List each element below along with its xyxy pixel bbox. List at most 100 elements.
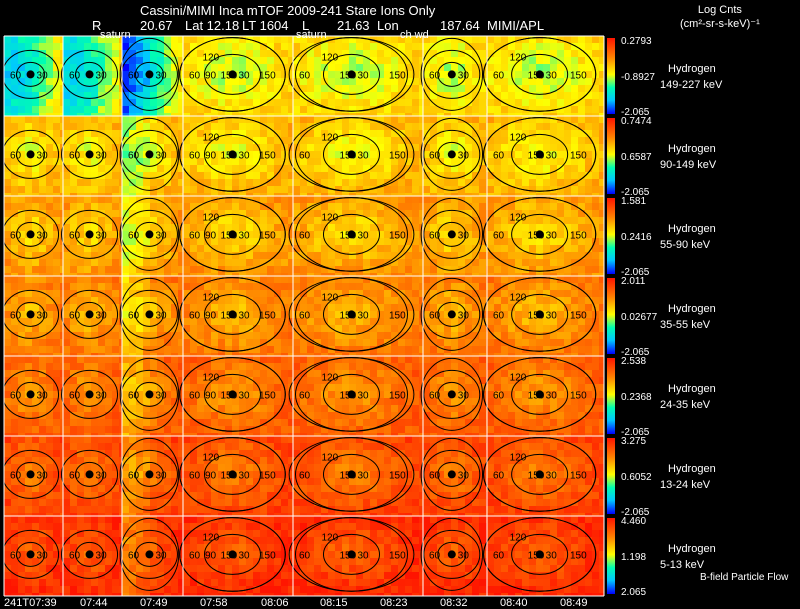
heatmap-cell xyxy=(53,99,60,106)
heatmap-cell xyxy=(157,231,164,238)
heatmap-cell xyxy=(112,405,119,412)
heatmap-cell xyxy=(451,85,458,92)
heatmap-cell xyxy=(119,339,122,346)
heatmap-cell xyxy=(46,266,53,273)
heatmap-cell xyxy=(136,57,143,64)
heatmap-cell xyxy=(465,116,472,123)
heatmap-cell xyxy=(232,377,239,384)
heatmap-cell xyxy=(60,332,63,339)
heatmap-cell xyxy=(46,165,53,172)
heatmap-cell xyxy=(377,412,384,419)
heatmap-cell xyxy=(585,179,592,186)
heatmap-cell xyxy=(150,71,157,78)
heatmap-cell xyxy=(472,172,479,179)
heatmap-cell xyxy=(300,297,307,304)
heatmap-cell xyxy=(211,297,218,304)
heatmap-cell xyxy=(150,266,157,273)
heatmap-cell xyxy=(39,130,46,137)
heatmap-cell xyxy=(143,238,150,245)
heatmap-cell xyxy=(423,245,430,252)
heatmap-cell xyxy=(183,43,190,50)
heatmap-cell xyxy=(157,412,164,419)
heatmap-cell xyxy=(171,113,178,116)
heatmap-cell xyxy=(377,137,384,144)
heatmap-cell xyxy=(98,363,105,370)
heatmap-cell xyxy=(129,43,136,50)
heatmap-cell xyxy=(32,92,39,99)
heatmap-cell xyxy=(550,217,557,224)
heatmap-cell xyxy=(171,78,178,85)
heatmap-cell xyxy=(63,252,70,259)
heatmap-cell xyxy=(501,332,508,339)
heatmap-cell xyxy=(501,203,508,210)
heatmap-cell xyxy=(384,412,391,419)
heatmap-cell xyxy=(543,144,550,151)
heatmap-cell xyxy=(391,196,398,203)
heatmap-cell xyxy=(419,297,423,304)
heatmap-cell xyxy=(119,179,122,186)
heatmap-cell xyxy=(119,116,122,123)
heatmap-cell xyxy=(171,92,178,99)
heatmap-cell xyxy=(32,377,39,384)
heatmap-cell xyxy=(349,158,356,165)
heatmap-cell xyxy=(246,64,253,71)
heatmap-cell xyxy=(472,283,479,290)
heatmap-cell xyxy=(136,64,143,71)
heatmap-cell xyxy=(349,276,356,283)
heatmap-cell xyxy=(119,283,122,290)
heatmap-cell xyxy=(335,123,342,130)
heatmap-cell xyxy=(571,325,578,332)
heatmap-cell xyxy=(260,116,267,123)
heatmap-cell xyxy=(529,158,536,165)
heatmap-cell xyxy=(564,158,571,165)
heatmap-cell xyxy=(218,106,225,113)
heatmap-cell xyxy=(405,57,412,64)
heatmap-cell xyxy=(508,245,515,252)
heatmap-cell xyxy=(479,203,486,210)
heatmap-cell xyxy=(46,203,53,210)
heatmap-cell xyxy=(281,370,288,377)
heatmap-cell xyxy=(84,318,91,325)
heatmap-cell xyxy=(370,106,377,113)
heatmap-cell xyxy=(253,238,260,245)
heatmap-cell xyxy=(550,92,557,99)
heatmap-cell xyxy=(342,273,349,276)
heatmap-cell xyxy=(543,231,550,238)
heatmap-cell xyxy=(508,179,515,186)
heatmap-cell xyxy=(4,179,11,186)
heatmap-cell xyxy=(342,353,349,356)
heatmap-cell xyxy=(190,405,197,412)
heatmap-cell xyxy=(550,231,557,238)
heatmap-cell xyxy=(557,130,564,137)
heatmap-cell xyxy=(465,238,472,245)
heatmap-cell xyxy=(46,391,53,398)
heatmap-cell xyxy=(112,412,119,419)
heatmap-cell xyxy=(11,144,18,151)
heatmap-cell xyxy=(342,238,349,245)
heatmap-cell xyxy=(592,245,599,252)
heatmap-cell xyxy=(398,252,405,259)
heatmap-cell xyxy=(370,259,377,266)
heatmap-cell xyxy=(307,245,314,252)
heatmap-cell xyxy=(585,290,592,297)
heatmap-cell xyxy=(321,377,328,384)
heatmap-cell xyxy=(599,92,604,99)
heatmap-cell xyxy=(288,43,293,50)
heatmap-cell xyxy=(204,210,211,217)
heatmap-cell xyxy=(293,50,300,57)
heatmap-cell xyxy=(4,116,11,123)
heatmap-cell xyxy=(465,224,472,231)
heatmap-cell xyxy=(150,384,157,391)
heatmap-cell xyxy=(171,203,178,210)
heatmap-cell xyxy=(112,363,119,370)
heatmap-cell xyxy=(253,332,260,339)
heatmap-cell xyxy=(32,137,39,144)
heatmap-cell xyxy=(77,193,84,196)
heatmap-cell xyxy=(515,304,522,311)
heatmap-cell xyxy=(391,210,398,217)
heatmap-cell xyxy=(211,398,218,405)
heatmap-cell xyxy=(550,71,557,78)
heatmap-cell xyxy=(178,276,183,283)
heatmap-cell xyxy=(143,217,150,224)
heatmap-cell xyxy=(178,346,183,353)
